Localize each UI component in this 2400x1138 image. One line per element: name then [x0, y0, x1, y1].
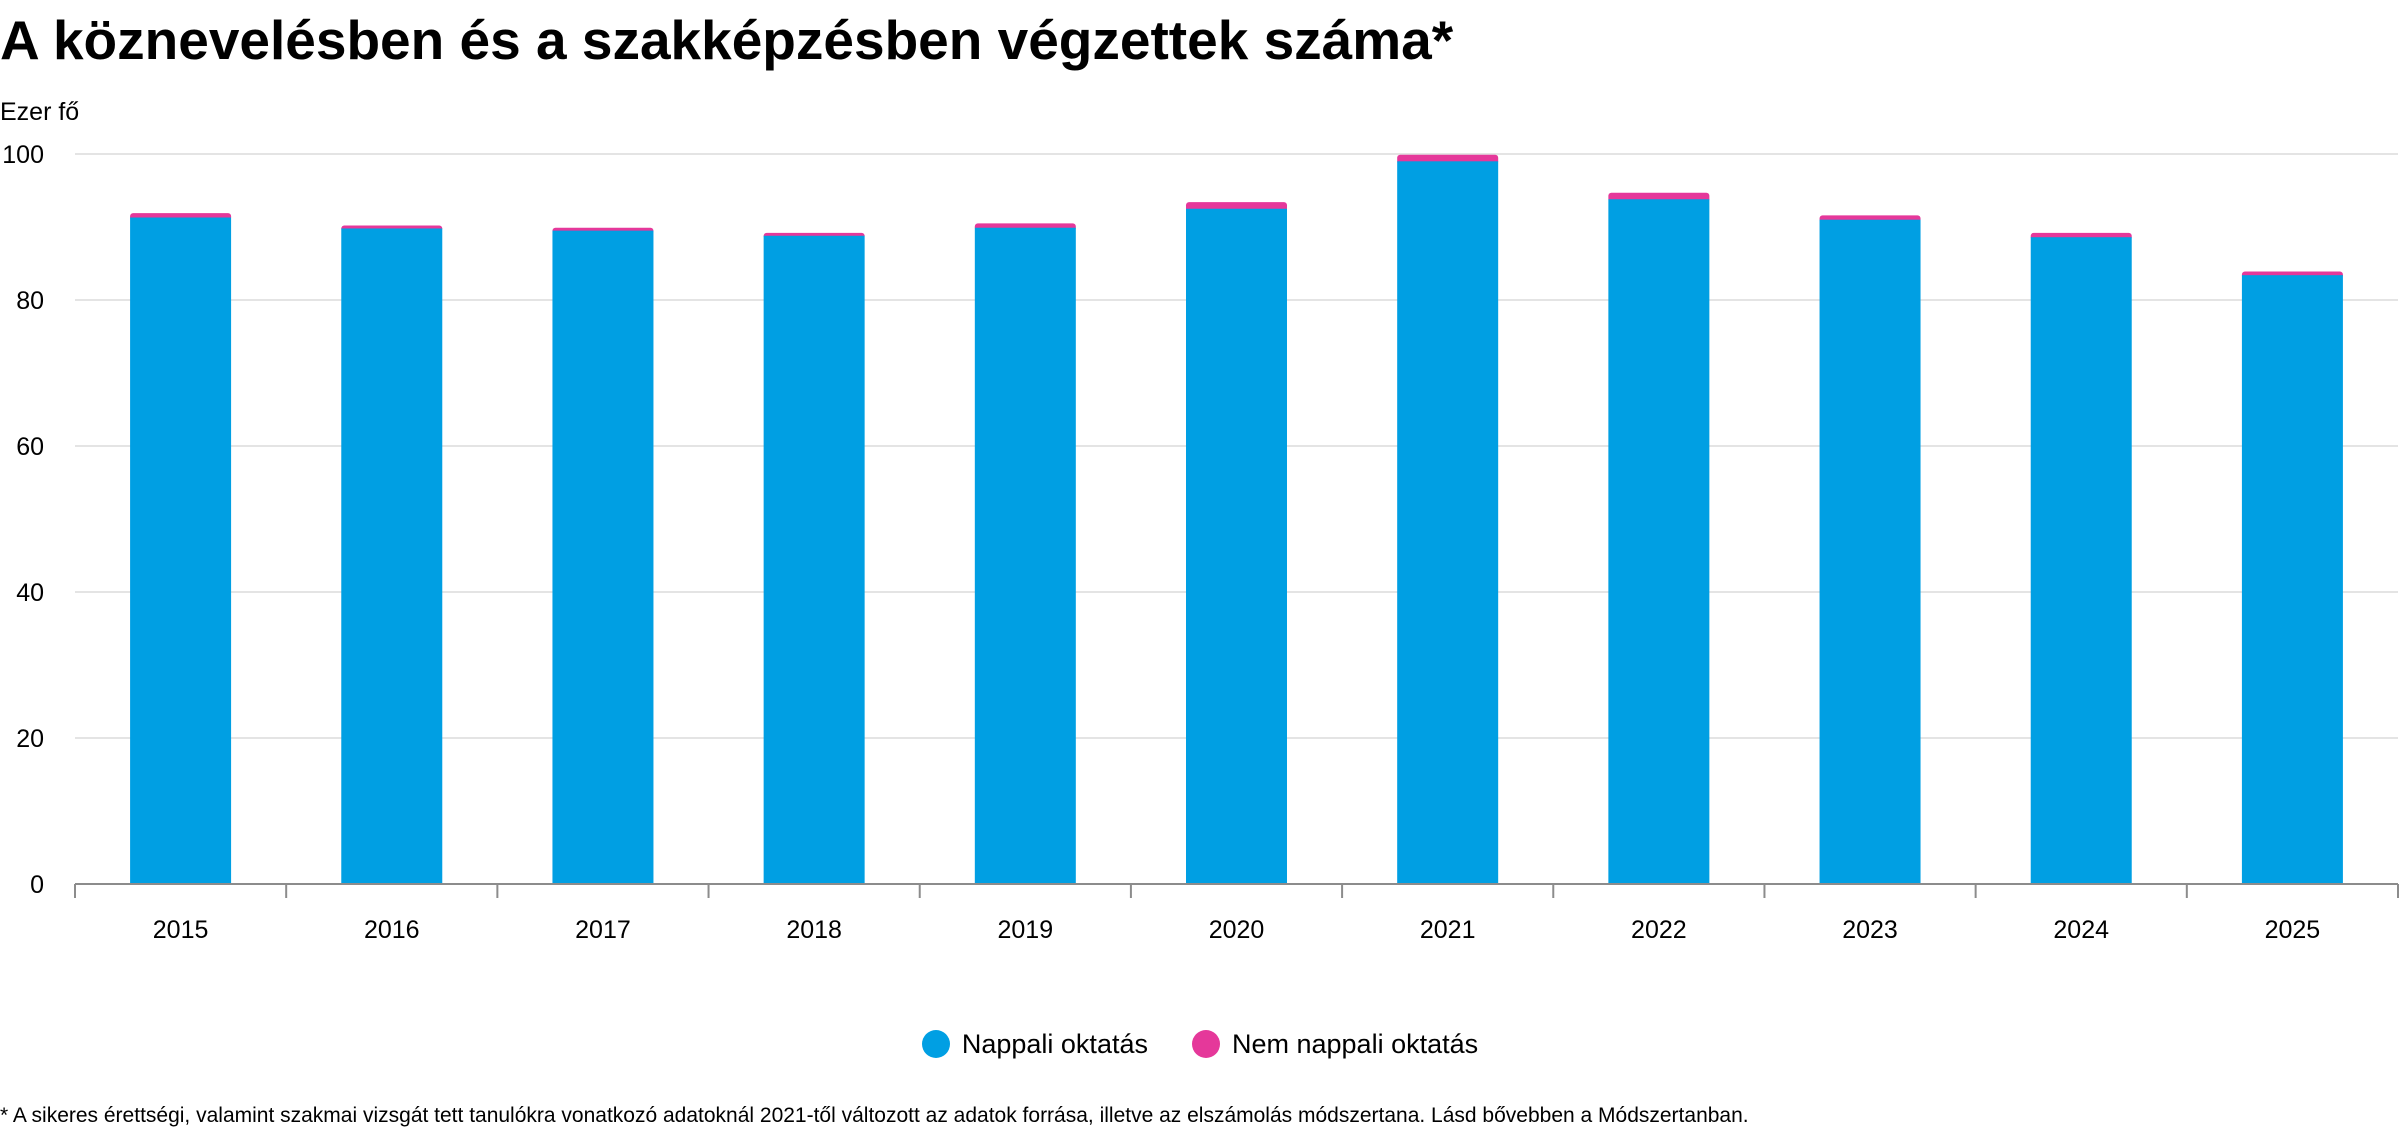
- bar-nappali: [2241, 275, 2343, 884]
- bar-nappali: [1186, 208, 1287, 884]
- y-axis-ticks: 0 20 40 60 80 100: [2, 141, 44, 899]
- bar-nappali: [341, 228, 443, 884]
- x-tick-label: 2025: [2265, 916, 2321, 944]
- bar-chart: 0 20 40 60 80 100 2015 2016 2017 2018 2019 2020 202…: [2, 141, 2399, 944]
- bar-nappali: [130, 217, 232, 884]
- bar-nappali: [1608, 199, 1710, 884]
- x-tick-label: 2020: [1209, 916, 1265, 944]
- bar-nappali: [1819, 219, 1921, 884]
- x-tick-label: 2022: [1631, 916, 1687, 944]
- bars: [130, 154, 2343, 885]
- x-tick-label: 2019: [998, 916, 1054, 944]
- x-tick-label: 2016: [364, 916, 420, 944]
- bar-nappali: [1397, 161, 1499, 885]
- y-tick-label: 0: [30, 871, 44, 899]
- bar-nappali: [552, 230, 654, 884]
- y-tick-label: 60: [16, 433, 44, 461]
- x-tick-label: 2018: [786, 916, 842, 944]
- legend-label-nem-nappali: Nem nappali oktatás: [1231, 1028, 1479, 1059]
- x-tick-label: 2015: [153, 916, 209, 944]
- x-tick-label: 2024: [2053, 916, 2109, 944]
- x-tick-label: 2017: [575, 916, 631, 944]
- x-axis: [74, 883, 2399, 898]
- y-axis-unit-label: Ezer fő: [0, 98, 80, 126]
- bar-nappali: [2030, 237, 2132, 885]
- legend-item-nappali: Nappali oktatás: [921, 1028, 1148, 1060]
- bar-nappali: [974, 227, 1076, 885]
- y-tick-label: 20: [16, 725, 44, 753]
- bar-nappali: [763, 235, 865, 884]
- x-axis-ticks: 2015 2016 2017 2018 2019 2020 2021 2022 2023 2024…: [153, 916, 2320, 944]
- y-tick-label: 40: [16, 579, 44, 607]
- footnote: * A sikeres érettségi, valamint szakmai …: [0, 1104, 1749, 1127]
- y-tick-label: 100: [2, 141, 44, 169]
- legend: Nappali oktatás Nem nappali oktatás: [0, 1024, 2400, 1064]
- x-tick-label: 2023: [1842, 916, 1898, 944]
- legend-swatch-nappali: [921, 1030, 950, 1058]
- x-tick-label: 2021: [1420, 916, 1476, 944]
- y-tick-label: 80: [16, 287, 44, 315]
- legend-label-nappali: Nappali oktatás: [961, 1028, 1148, 1059]
- chart-title: A köznevelésben és a szakképzésben végze…: [0, 9, 1454, 71]
- legend-item-nem-nappali: Nem nappali oktatás: [1191, 1028, 1479, 1060]
- legend-swatch-nem-nappali: [1191, 1030, 1220, 1058]
